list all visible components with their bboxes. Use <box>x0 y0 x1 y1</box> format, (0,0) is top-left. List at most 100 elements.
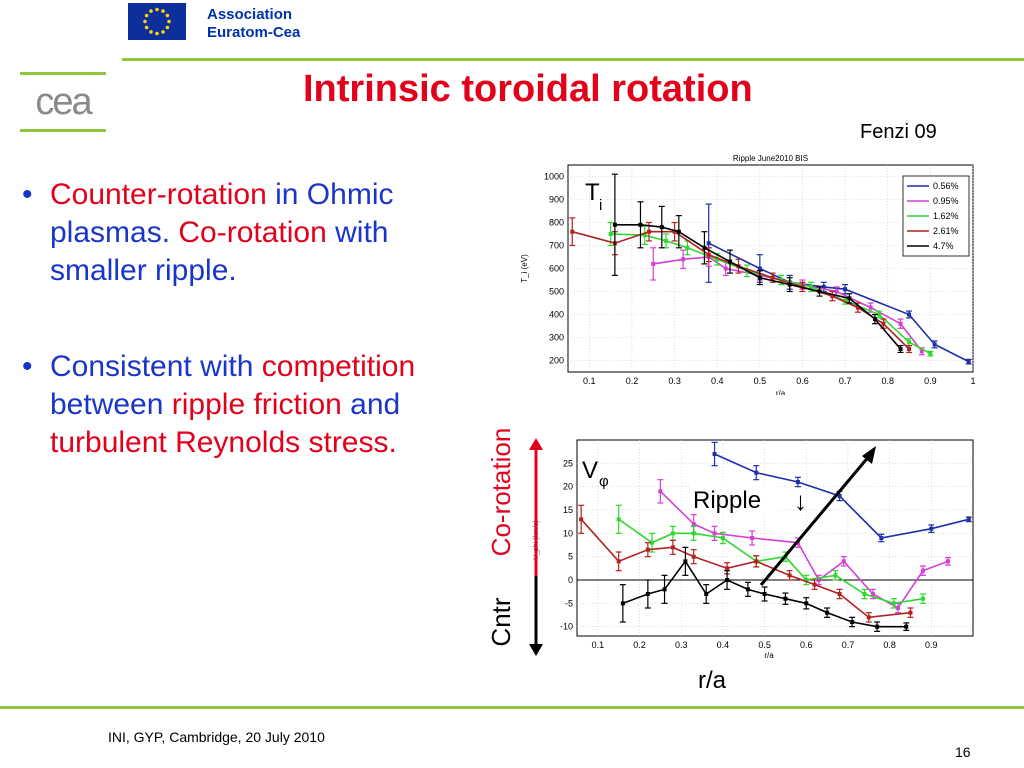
vphi-annotation: V <box>582 457 598 484</box>
data-point <box>650 540 655 545</box>
series-line <box>618 518 924 605</box>
flag-star-icon <box>165 13 170 18</box>
data-point <box>659 225 664 230</box>
data-point <box>875 624 880 629</box>
y-tick-label: 0 <box>568 575 573 585</box>
data-point <box>821 284 826 289</box>
data-point <box>804 578 809 582</box>
page-title: Intrinsic toroidal rotation <box>303 68 753 110</box>
y-tick-label: 200 <box>549 356 564 366</box>
bullet-dot-icon: • <box>22 350 33 383</box>
ti-annotation: T <box>585 179 600 206</box>
cea-logo-text: cea <box>35 81 93 123</box>
flag-stars <box>143 7 171 36</box>
data-point <box>843 287 848 292</box>
data-point <box>608 232 613 236</box>
data-point <box>723 266 728 271</box>
data-point <box>757 266 762 271</box>
y-tick-label: 600 <box>549 264 564 274</box>
x-tick-label: 0.8 <box>881 376 894 386</box>
vphi-profile-chart: 0.1 0.2 0.3 0.4 0.5 0.6 0.7 0.8 0.9 -10 -5 0 5 10 15 20… <box>486 428 974 694</box>
bullet-text-segment: turbulent Reynolds stress. <box>50 426 397 459</box>
logo-bottom-rule <box>20 129 106 132</box>
x-tick-label: 0.5 <box>754 376 767 386</box>
data-point <box>651 261 656 266</box>
data-point <box>612 222 617 227</box>
data-point <box>870 592 875 596</box>
data-point <box>833 573 838 578</box>
x-tick-label: 0.4 <box>711 376 724 386</box>
data-point <box>932 342 937 347</box>
data-point <box>919 349 924 354</box>
y-tick-label: 10 <box>563 528 573 538</box>
plot-frame <box>576 439 974 637</box>
co-rotation-label: Co-rotation <box>486 428 516 557</box>
data-point <box>945 559 950 564</box>
data-point <box>720 536 725 540</box>
data-point <box>616 517 621 522</box>
x-tick-label: 0.1 <box>592 640 605 650</box>
data-point <box>907 340 912 345</box>
data-point <box>907 312 912 317</box>
cntr-arrow-head-icon <box>529 644 543 656</box>
data-point <box>702 245 707 250</box>
footer-text: INI, GYP, Cambridge, 20 July 2010 <box>108 729 325 745</box>
data-point <box>895 606 900 610</box>
ripple-arrow-line <box>759 454 872 586</box>
data-point <box>966 517 971 522</box>
data-point <box>762 592 767 596</box>
data-point <box>898 321 903 326</box>
x-tick-label: 0.3 <box>675 640 688 650</box>
data-point <box>817 289 822 294</box>
data-point <box>877 312 882 317</box>
logo-top-rule <box>20 72 106 75</box>
x-tick-label: 0.3 <box>668 376 681 386</box>
bullet-text-segment: between <box>50 388 172 421</box>
data-point <box>929 526 934 531</box>
x-axis-label: r/a <box>764 651 774 660</box>
y-tick-label: 20 <box>563 482 573 492</box>
data-point <box>670 531 675 536</box>
x-tick-label: 0.8 <box>883 640 896 650</box>
data-point <box>712 531 717 536</box>
data-point <box>816 578 821 582</box>
data-point <box>843 298 848 303</box>
data-point <box>787 282 792 287</box>
data-point <box>825 610 830 615</box>
data-point <box>750 536 755 540</box>
data-point <box>907 347 912 351</box>
data-point <box>881 321 886 326</box>
data-point <box>570 229 575 234</box>
header-divider <box>122 58 1024 61</box>
bullet-text-segment: Consistent with <box>50 350 262 383</box>
bullet-text-segment: Counter-rotation <box>50 178 276 211</box>
flag-star-icon <box>155 31 159 36</box>
data-point <box>787 573 792 578</box>
ripple-label: Ripple <box>693 487 761 514</box>
bullet-list: • Counter-rotation in Ohmic plasmas. Co-… <box>10 176 430 514</box>
series-line <box>572 230 910 350</box>
legend-label: 4.7% <box>933 241 954 251</box>
vphi-subscript: φ <box>599 473 609 490</box>
bullet-text-segment: and <box>350 388 401 421</box>
page-number: 16 <box>955 744 971 760</box>
data-point <box>866 615 871 620</box>
data-point <box>672 229 677 234</box>
ti-profile-chart: 0.1 0.2 0.3 0.4 0.5 0.6 0.7 0.8 0.9 1 200 300 400 500… <box>520 154 976 395</box>
series-line <box>622 559 907 628</box>
data-point <box>691 531 696 536</box>
data-point <box>868 305 873 310</box>
data-point <box>837 592 842 596</box>
data-point <box>847 296 852 301</box>
data-point <box>834 289 839 294</box>
data-point <box>664 238 669 243</box>
data-point <box>691 522 696 526</box>
y-axis-label: T_i (eV) <box>520 254 529 283</box>
data-point <box>770 275 775 280</box>
data-point <box>620 601 625 606</box>
y-tick-label: -10 <box>560 622 573 632</box>
data-point <box>681 257 686 262</box>
r-over-a-label: r/a <box>698 667 727 694</box>
data-point <box>670 545 675 550</box>
footer-divider <box>0 706 1024 709</box>
